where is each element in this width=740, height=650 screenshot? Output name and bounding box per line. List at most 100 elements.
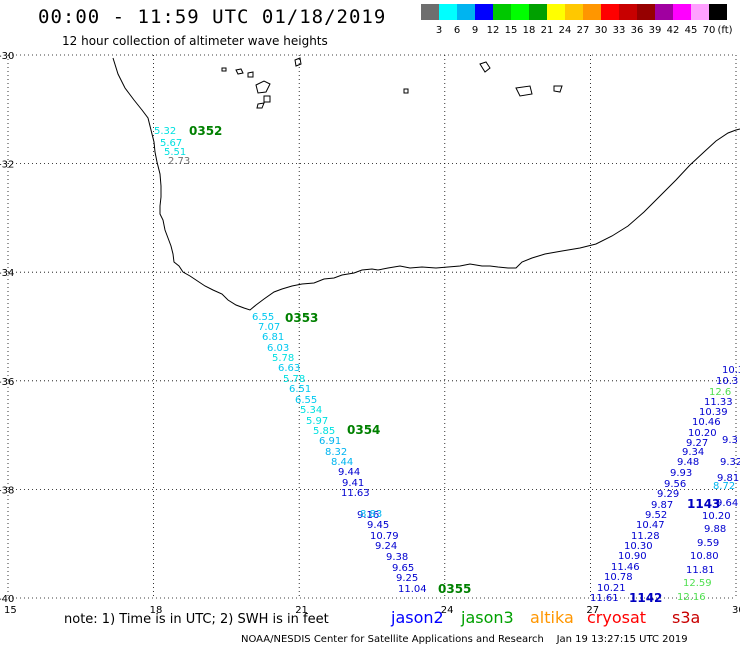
lat-tick-label: -30	[0, 51, 14, 62]
swh-value: 11.33	[704, 397, 733, 408]
satellite-name-s3a: s3a	[672, 608, 701, 627]
pass-time-label: 1143	[687, 497, 720, 511]
legend-label: 12	[486, 25, 500, 36]
legend-label: 33	[612, 25, 626, 36]
satellite-name-cryosat: cryosat	[587, 608, 647, 627]
swh-value: 9.16	[357, 510, 379, 521]
swh-value: 10.3	[716, 376, 738, 387]
satellite-name-jason2: jason2	[391, 608, 444, 627]
swh-value: 9.27	[686, 438, 708, 449]
legend-swatch	[529, 4, 547, 20]
legend-swatch	[547, 4, 565, 20]
legend-label: 15	[504, 25, 518, 36]
pass-time-label: 0355	[438, 582, 471, 596]
legend-swatch	[601, 4, 619, 20]
credit-line: NOAA/NESDIS Center for Satellite Applica…	[241, 634, 688, 645]
swh-value: 11.28	[631, 531, 660, 542]
pass-time-label: 0353	[285, 311, 318, 325]
satellite-name-altika: altika	[530, 608, 574, 627]
island-6	[256, 102, 265, 109]
legend-swatch	[655, 4, 673, 20]
legend-swatch	[511, 4, 529, 20]
swh-value: 9.48	[677, 457, 699, 468]
observation-labels: 5.325.675.512.736.557.076.816.035.786.63…	[154, 126, 740, 604]
swh-value: 9.29	[657, 489, 679, 500]
legend-label: 45	[684, 25, 698, 36]
swh-value: 9.56	[664, 479, 686, 490]
legend-swatch	[709, 4, 727, 20]
legend-label: 42	[666, 25, 680, 36]
island-9	[403, 88, 409, 94]
lat-tick-label: -40	[0, 594, 14, 605]
swh-value: 6.55	[295, 395, 317, 406]
swh-value: 9.93	[670, 468, 692, 479]
swh-value: 9.81	[717, 473, 739, 484]
swh-value: 7.07	[258, 322, 280, 333]
swh-value: 10.80	[690, 551, 719, 562]
lat-tick-label: -38	[0, 485, 14, 496]
legend-swatch	[673, 4, 691, 20]
swh-value: 9.88	[704, 524, 726, 535]
coastline	[112, 57, 740, 311]
swh-value: 2.73	[168, 156, 190, 167]
swh-value: 5.34	[300, 405, 322, 416]
island-7	[294, 57, 302, 67]
swh-value: 10.78	[604, 572, 633, 583]
lon-tick-label: 21	[295, 605, 308, 616]
swh-value: 11.63	[341, 488, 370, 499]
lon-tick-label: 27	[586, 605, 599, 616]
swh-value: 5.67	[160, 138, 182, 149]
pass-time-label: 0352	[189, 124, 222, 138]
lat-tick-label: -32	[0, 160, 14, 171]
map-subtitle: 12 hour collection of altimeter wave hei…	[62, 34, 328, 48]
map-title: 00:00 - 11:59 UTC 01/18/2019	[38, 6, 387, 28]
swh-value: 9.64	[716, 498, 738, 509]
swh-value: 5.51	[164, 147, 186, 158]
legend-swatch	[457, 4, 475, 20]
swh-value: 8.83	[360, 509, 382, 520]
swh-value: 9.32	[720, 457, 740, 468]
legend-swatch	[475, 4, 493, 20]
pass-time-label: 0354	[347, 423, 380, 437]
swh-value: 6.91	[319, 436, 341, 447]
swh-value: 11.46	[611, 562, 640, 573]
swh-value: 6.55	[252, 312, 274, 323]
swh-value: 8.32	[325, 447, 347, 458]
legend-swatch	[619, 4, 637, 20]
island-10	[515, 85, 533, 97]
legend-label: 6	[453, 25, 461, 36]
swh-value: 9.44	[338, 467, 360, 478]
swh-value: 9.38	[386, 552, 408, 563]
island-3	[247, 71, 254, 78]
legend-label: 39	[648, 25, 662, 36]
lon-tick-label: 15	[4, 605, 17, 616]
pass-time-label: 1142	[629, 591, 662, 605]
axis-labels: 15 18 21 24 27 30 -30 -32 -34 -36 -38 -40	[0, 51, 740, 616]
island-4	[255, 80, 271, 94]
legend-swatch	[691, 4, 709, 20]
legend-label: 30	[594, 25, 608, 36]
lon-tick-label: 24	[441, 605, 454, 616]
swh-value: 10.20	[702, 511, 731, 522]
swh-value: 5.32	[154, 126, 176, 137]
swh-value: 9.87	[651, 500, 673, 511]
legend-swatch	[421, 4, 439, 20]
swh-value: 10.46	[692, 417, 721, 428]
legend-label: 18	[522, 25, 536, 36]
legend-label: 24	[558, 25, 572, 36]
swh-value: 10.3	[722, 365, 740, 376]
swh-value: 10.20	[688, 428, 717, 439]
lon-tick-label: 18	[150, 605, 163, 616]
swh-value: 11.81	[686, 565, 715, 576]
swh-value: 5.97	[306, 416, 328, 427]
swh-value: 6.63	[278, 363, 300, 374]
south-africa-coastline	[112, 57, 740, 311]
swh-value: 8.44	[331, 457, 353, 468]
legend-units: (ft)	[717, 25, 733, 36]
swh-value: 5.85	[313, 426, 335, 437]
swh-value: 6.51	[289, 384, 311, 395]
swh-value: 10.39	[699, 407, 728, 418]
swh-value: 10.30	[624, 541, 653, 552]
swh-value: 10.47	[636, 520, 665, 531]
legend-swatch	[439, 4, 457, 20]
